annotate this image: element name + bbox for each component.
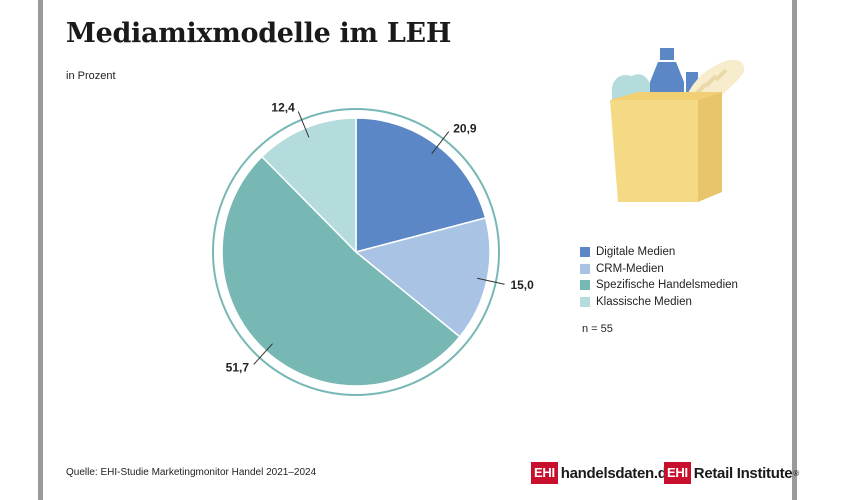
chart-title: Mediamixmodelle im LEH — [66, 18, 452, 49]
pie-value-label: 12,4 — [271, 101, 295, 115]
legend-item: Klassische Medien — [580, 294, 738, 311]
sample-size-note: n = 55 — [582, 323, 613, 335]
logo-box: EHI — [531, 462, 558, 484]
chart-legend: Digitale Medien CRM-Medien Spezifische H… — [580, 244, 738, 310]
logo-box: EHI — [664, 462, 691, 484]
legend-label: Klassische Medien — [596, 295, 692, 308]
legend-label: Spezifische Handelsmedien — [596, 279, 738, 292]
pie-value-label: 15,0 — [510, 278, 534, 292]
frame-border-right — [792, 0, 797, 500]
legend-item: CRM-Medien — [580, 261, 738, 278]
label-leader-line — [253, 343, 273, 365]
source-note: Quelle: EHI-Studie Marketingmonitor Hand… — [66, 467, 317, 478]
legend-swatch — [580, 296, 590, 307]
label-leader-line — [431, 131, 450, 155]
pie-value-label: 51,7 — [226, 360, 250, 374]
logo-text: handelsdaten.de — [560, 464, 675, 482]
handelsdaten-logo[interactable]: EHI handelsdaten.de — [531, 462, 675, 484]
legend-swatch — [580, 280, 590, 291]
legend-item: Spezifische Handelsmedien — [580, 277, 738, 294]
label-leader-line — [477, 277, 505, 285]
pie-value-label: 20,9 — [453, 121, 477, 135]
registered-mark: ® — [793, 468, 800, 478]
legend-label: CRM-Medien — [596, 262, 664, 275]
legend-label: Digitale Medien — [596, 246, 676, 259]
legend-item: Digitale Medien — [580, 244, 738, 261]
legend-swatch — [580, 263, 590, 274]
frame-border-left — [38, 0, 43, 500]
chart-subtitle: in Prozent — [66, 70, 116, 82]
ehi-retail-institute-logo[interactable]: EHI Retail Institute ® — [664, 462, 799, 484]
pie-outer-ring — [212, 108, 500, 396]
logo-text: Retail Institute — [693, 464, 793, 482]
label-leader-line — [297, 111, 310, 138]
legend-swatch — [580, 247, 590, 258]
grocery-bag-icon — [610, 48, 745, 202]
